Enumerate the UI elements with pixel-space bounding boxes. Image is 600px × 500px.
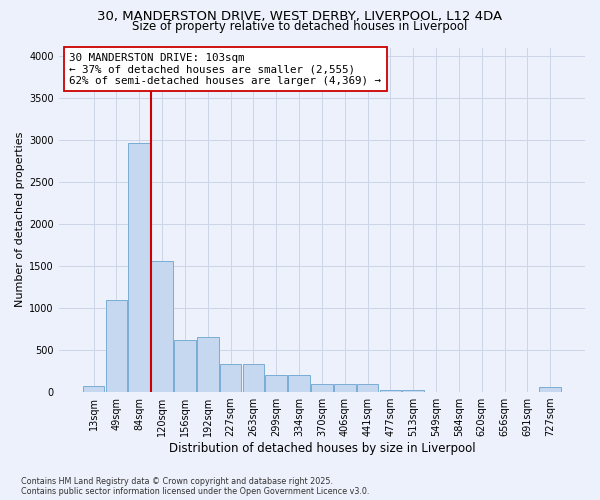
Bar bbox=[83, 386, 104, 392]
Bar bbox=[311, 384, 333, 392]
Bar bbox=[220, 364, 241, 392]
Y-axis label: Number of detached properties: Number of detached properties bbox=[15, 132, 25, 308]
Bar bbox=[403, 390, 424, 392]
Text: 30, MANDERSTON DRIVE, WEST DERBY, LIVERPOOL, L12 4DA: 30, MANDERSTON DRIVE, WEST DERBY, LIVERP… bbox=[97, 10, 503, 23]
Bar bbox=[174, 340, 196, 392]
Bar bbox=[197, 338, 218, 392]
Bar bbox=[151, 261, 173, 392]
Bar bbox=[380, 390, 401, 392]
Bar bbox=[357, 384, 379, 392]
Text: Size of property relative to detached houses in Liverpool: Size of property relative to detached ho… bbox=[133, 20, 467, 33]
Bar bbox=[539, 388, 561, 392]
Bar bbox=[288, 376, 310, 392]
Bar bbox=[128, 144, 150, 392]
X-axis label: Distribution of detached houses by size in Liverpool: Distribution of detached houses by size … bbox=[169, 442, 475, 455]
Bar bbox=[106, 300, 127, 392]
Bar bbox=[242, 364, 264, 392]
Bar bbox=[334, 384, 356, 392]
Bar bbox=[265, 376, 287, 392]
Text: 30 MANDERSTON DRIVE: 103sqm
← 37% of detached houses are smaller (2,555)
62% of : 30 MANDERSTON DRIVE: 103sqm ← 37% of det… bbox=[70, 52, 382, 86]
Text: Contains HM Land Registry data © Crown copyright and database right 2025.
Contai: Contains HM Land Registry data © Crown c… bbox=[21, 476, 370, 496]
